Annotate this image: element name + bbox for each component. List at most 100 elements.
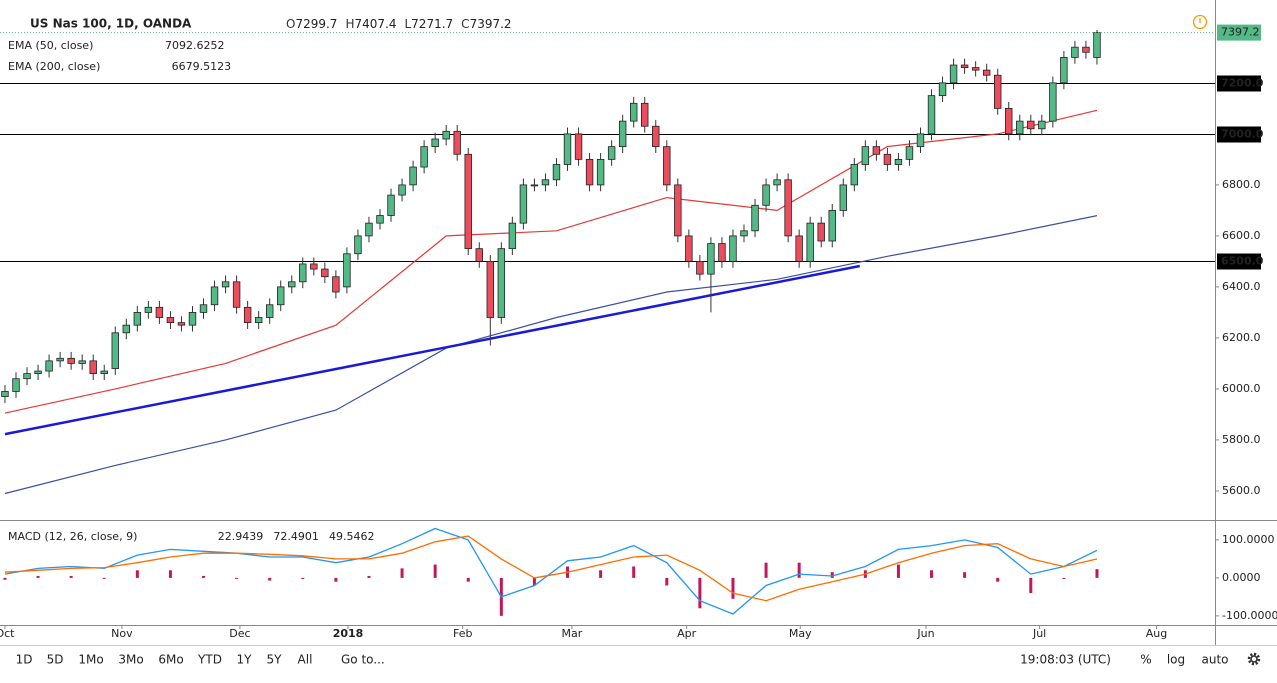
- candle-body: [133, 312, 142, 326]
- range-button[interactable]: 1Mo: [78, 653, 103, 667]
- auto-toggle[interactable]: auto: [1201, 653, 1228, 667]
- candle-body: [464, 153, 472, 250]
- candle-body: [607, 146, 616, 160]
- price-tag-label: 7200.0: [1221, 77, 1264, 90]
- candle-body: [67, 357, 75, 364]
- candle-body: [199, 304, 208, 313]
- macd-histogram-bar: [102, 577, 106, 579]
- gear-teeth: [1247, 652, 1261, 666]
- ohlc-letter: H: [345, 17, 354, 31]
- ohlc-letter: C: [461, 17, 469, 31]
- macd-histogram-bar: [830, 572, 834, 578]
- settings-icon[interactable]: [1247, 652, 1261, 666]
- x-tick-label: Apr: [677, 627, 697, 640]
- y-tick-label: 6800.0: [1222, 178, 1261, 191]
- ohlc-values: O7299.7 H7407.4 L7271.7 C7397.2: [286, 17, 512, 31]
- candle-body: [563, 133, 572, 165]
- candle-body: [574, 133, 583, 160]
- alert-icon[interactable]: [1192, 14, 1208, 30]
- x-tick-label: May: [789, 627, 812, 640]
- range-button[interactable]: 5D: [47, 653, 64, 667]
- candle-body: [949, 64, 958, 84]
- x-tick-label: Jul: [1032, 627, 1046, 640]
- log-toggle[interactable]: log: [1167, 653, 1185, 667]
- candle-body: [78, 360, 86, 364]
- macd-histogram-bar: [963, 572, 967, 578]
- candle-body: [663, 146, 671, 186]
- range-button[interactable]: 1D: [16, 653, 33, 667]
- candle-body: [442, 130, 450, 140]
- candle-body: [221, 281, 230, 288]
- candle-body: [354, 235, 362, 255]
- candle-body: [674, 184, 682, 237]
- range-button[interactable]: 3Mo: [118, 653, 143, 667]
- macd-histogram-bar: [996, 577, 1000, 582]
- candle-body: [420, 146, 428, 168]
- candle-body: [894, 158, 903, 165]
- candle-body: [310, 263, 318, 270]
- percent-toggle[interactable]: %: [1140, 653, 1151, 667]
- candle-body: [56, 357, 64, 362]
- candle-body: [795, 235, 803, 262]
- candle-body: [751, 204, 759, 232]
- candle-body: [188, 312, 197, 326]
- y-tick-label: 6600.0: [1222, 229, 1261, 242]
- macd-histogram-bar: [797, 562, 801, 578]
- macd-histogram-bar: [36, 575, 40, 578]
- candle-body: [100, 370, 108, 375]
- candle-body: [1016, 120, 1024, 135]
- candle-body: [475, 248, 483, 262]
- x-tick-label: Feb: [453, 627, 472, 640]
- candle-body: [960, 64, 969, 68]
- range-button[interactable]: 6Mo: [158, 653, 183, 667]
- macd-histogram-bar: [202, 575, 206, 578]
- macd-histogram-bar: [665, 577, 669, 586]
- candle-body: [321, 268, 329, 278]
- macd-y-tick-label: -100.0000: [1222, 609, 1277, 622]
- ohlc-letter: O: [286, 17, 295, 31]
- range-button[interactable]: YTD: [197, 653, 222, 667]
- candle-body: [265, 304, 274, 318]
- candle-body: [486, 261, 495, 318]
- goto-button[interactable]: Go to...: [341, 653, 385, 667]
- candle-body: [299, 263, 307, 283]
- y-tick-label: 5800.0: [1222, 433, 1261, 446]
- candle-body: [993, 74, 1002, 109]
- candle-body: [861, 146, 870, 165]
- macd-histogram-bar: [334, 577, 338, 582]
- candle-body: [552, 164, 561, 181]
- symbol-title[interactable]: US Nas 100, 1D, OANDA: [30, 17, 192, 31]
- ohlc-letter: L: [404, 17, 411, 31]
- candle-body: [1, 391, 9, 397]
- range-button[interactable]: 1Y: [237, 653, 253, 667]
- ema-line: [4, 215, 1098, 495]
- candle-body: [905, 146, 914, 160]
- candle-body: [596, 158, 605, 186]
- legend-name[interactable]: EMA (200, close): [8, 60, 100, 73]
- candle-body: [530, 184, 539, 187]
- candle-body: [652, 125, 660, 148]
- legend-name[interactable]: EMA (50, close): [8, 39, 93, 52]
- candle-body: [729, 235, 737, 262]
- candle-body: [343, 253, 351, 288]
- range-button[interactable]: 5Y: [267, 653, 283, 667]
- candle-body: [177, 322, 186, 326]
- macd-histogram-bar: [466, 577, 470, 582]
- ohlc-value: 7299.7: [295, 17, 337, 31]
- candle-body: [850, 164, 859, 186]
- macd-histogram-bar: [632, 566, 636, 578]
- price-tag-label: 7000.0: [1221, 128, 1264, 141]
- candle-body: [89, 360, 97, 375]
- macd-line: [4, 527, 1098, 615]
- candle-body: [707, 243, 715, 275]
- ohlc-value: 7397.2: [470, 17, 512, 31]
- candle-body: [1060, 56, 1068, 84]
- candle-body: [34, 370, 42, 375]
- legend-value: 22.9439: [218, 530, 263, 543]
- candle-body: [762, 184, 770, 206]
- range-button[interactable]: All: [298, 653, 313, 667]
- candle-body: [916, 133, 925, 148]
- ohlc-value: 7271.7: [411, 17, 453, 31]
- legend-name[interactable]: MACD (12, 26, close, 9): [8, 530, 137, 543]
- candle-body: [12, 378, 20, 392]
